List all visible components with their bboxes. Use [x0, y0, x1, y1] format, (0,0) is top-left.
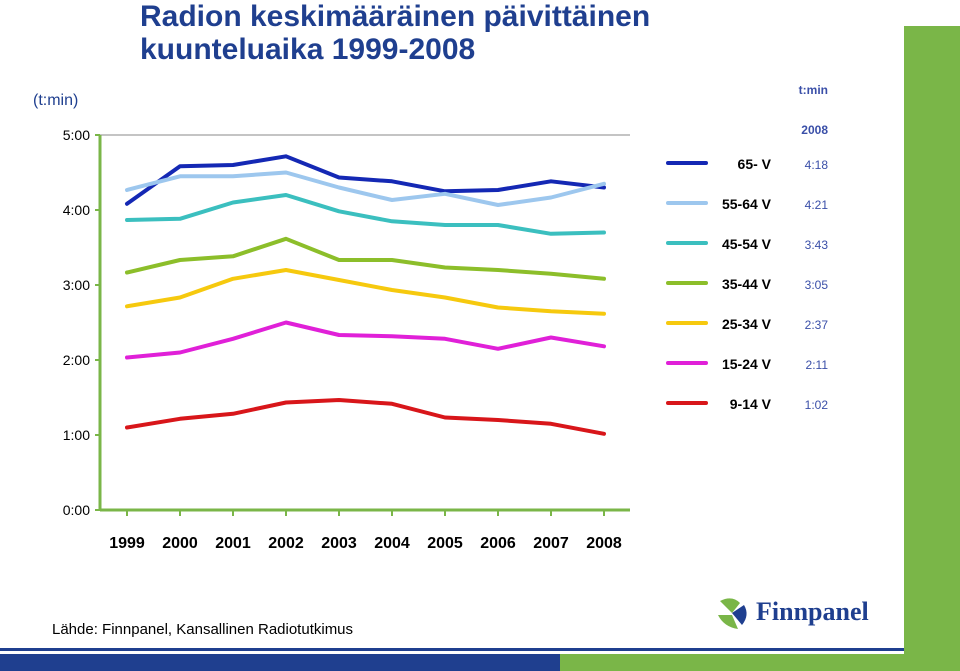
x-tick-label: 2007 [533, 535, 569, 552]
x-tick-label: 2001 [215, 535, 251, 552]
finnpanel-logo: Finnpanel [714, 593, 874, 633]
series-line-2 [125, 170, 606, 207]
source-note: Lähde: Finnpanel, Kansallinen Radiotutki… [52, 621, 354, 638]
legend-value-2008: 3:43 [805, 238, 829, 252]
logo-text: Finnpanel [756, 597, 869, 626]
decorative-green-bar-right [904, 26, 960, 671]
y-tick-label: 0:00 [63, 502, 90, 518]
legend-header-year: 2008 [801, 123, 828, 137]
series-lines [125, 154, 606, 436]
y-tick-label: 4:00 [63, 202, 90, 218]
x-tick-label: 2003 [321, 535, 357, 552]
legend-value-2008: 4:18 [805, 158, 829, 172]
decorative-blue-bar-bottom [0, 654, 560, 671]
legend-value-2008: 1:02 [805, 398, 829, 412]
x-tick-label: 2000 [162, 535, 198, 552]
x-tick-label: 1999 [109, 535, 145, 552]
series-line-4 [125, 236, 606, 281]
legend-label: 15-24 V [722, 356, 772, 372]
x-tick-label: 2002 [268, 535, 304, 552]
finnpanel-logo-icon [718, 598, 747, 629]
series-line-1 [125, 154, 606, 206]
x-tick-label: 2006 [480, 535, 516, 552]
legend-label: 9-14 V [730, 396, 772, 412]
y-tick-label: 1:00 [63, 427, 90, 443]
series-line-6 [125, 320, 606, 360]
legend-value-2008: 2:11 [806, 358, 829, 372]
legend: t:min 2008 65- V 4:18 55-64 V 4:21 45-54 V 3:43… [666, 83, 829, 412]
legend-label: 65- V [738, 156, 772, 172]
axes: 0:00 1:00 2:00 3:00 4:00 5:00 1999 2000 2001 2002… [63, 127, 630, 552]
legend-value-2008: 3:05 [805, 278, 829, 292]
series-line-3 [125, 193, 606, 236]
legend-label: 55-64 V [722, 196, 772, 212]
y-axis-unit-label: (t:min) [33, 92, 79, 109]
y-tick-label: 3:00 [63, 277, 90, 293]
chart-title: Radion keskimääräinen päivittäinen kuunt… [140, 0, 651, 66]
legend-value-2008: 2:37 [805, 318, 829, 332]
y-tick-label: 2:00 [63, 352, 90, 368]
series-line-5 [125, 268, 606, 316]
x-tick-label: 2004 [374, 535, 410, 552]
legend-label: 35-44 V [722, 276, 772, 292]
decorative-blue-line-bottom [0, 648, 904, 651]
legend-header-unit: t:min [799, 83, 828, 97]
decorative-green-bar-bottom [560, 654, 904, 671]
y-tick-label: 5:00 [63, 127, 90, 143]
x-tick-label: 2005 [427, 535, 463, 552]
x-tick-label: 2008 [586, 535, 622, 552]
legend-label: 25-34 V [722, 316, 772, 332]
legend-value-2008: 4:21 [805, 198, 829, 212]
legend-label: 45-54 V [722, 236, 772, 252]
series-line-7 [125, 398, 606, 436]
